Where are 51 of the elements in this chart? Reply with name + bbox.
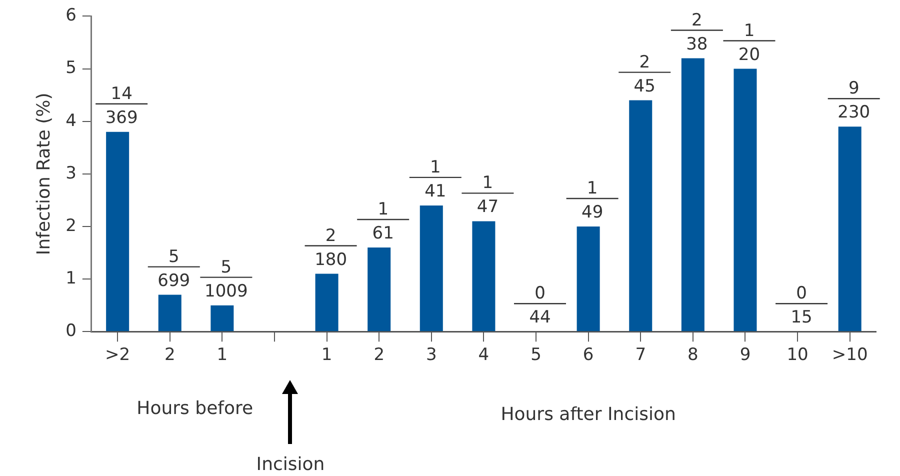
bar <box>420 205 443 332</box>
y-tick-label: 4 <box>66 110 76 131</box>
text: Hours before <box>136 398 254 419</box>
bar <box>629 100 652 332</box>
annotation: 5 699 <box>158 246 190 291</box>
x-tick-label: 9 <box>740 345 751 366</box>
y-tick-label: 3 <box>66 163 76 184</box>
x-tick-label: 1 <box>321 345 332 366</box>
bar <box>368 247 391 332</box>
annotation: 1 49 <box>582 178 604 222</box>
y-axis-title: Infection Rate (%) <box>33 92 54 256</box>
annotation: 1 61 <box>372 199 394 244</box>
bar <box>472 221 496 332</box>
bar <box>576 226 600 332</box>
bar <box>315 274 338 332</box>
bar <box>210 305 234 332</box>
x-tick-label: 2 <box>164 345 176 366</box>
annotation: 1 20 <box>738 20 760 65</box>
x-tick-label: 1 <box>216 345 228 366</box>
x-tick-label: 6 <box>582 345 594 366</box>
bar <box>106 132 130 332</box>
annotation: 9 230 <box>838 78 870 123</box>
x-tick-label: >10 <box>832 345 868 366</box>
y-tick-label: 5 <box>66 58 76 78</box>
x-tick-label: 3 <box>426 345 437 366</box>
annotation: 2 45 <box>634 52 656 96</box>
annotation: 2 38 <box>686 10 708 54</box>
x-tick-label: >2 <box>105 345 130 366</box>
x-tick-label: 5 <box>530 345 542 366</box>
annotation: 5 1009 <box>204 257 248 302</box>
y-tick-label: 0 <box>66 321 76 342</box>
bar <box>158 294 182 332</box>
y-tick-label: 2 <box>66 216 76 236</box>
x-tick-label: 2 <box>374 345 385 366</box>
annotation: 14 369 <box>105 84 138 128</box>
bar <box>734 68 757 332</box>
annotation: 1 47 <box>476 173 499 218</box>
text: Hours after Incision <box>500 404 676 425</box>
annotation: 2 180 <box>314 226 348 270</box>
annotation: 1 41 <box>424 157 446 202</box>
bar <box>681 58 704 332</box>
x-tick-label: 4 <box>478 345 490 366</box>
annotation: 0 44 <box>529 284 551 328</box>
text: Incision <box>256 454 325 475</box>
x-tick-label: 7 <box>635 345 646 366</box>
bar <box>838 126 862 332</box>
y-tick-label: 1 <box>66 268 76 288</box>
x-tick-label: 8 <box>688 345 698 366</box>
y-tick-label: 6 <box>66 6 76 26</box>
annotation: 0 15 <box>790 284 812 328</box>
x-tick-label: 10 <box>786 345 808 366</box>
